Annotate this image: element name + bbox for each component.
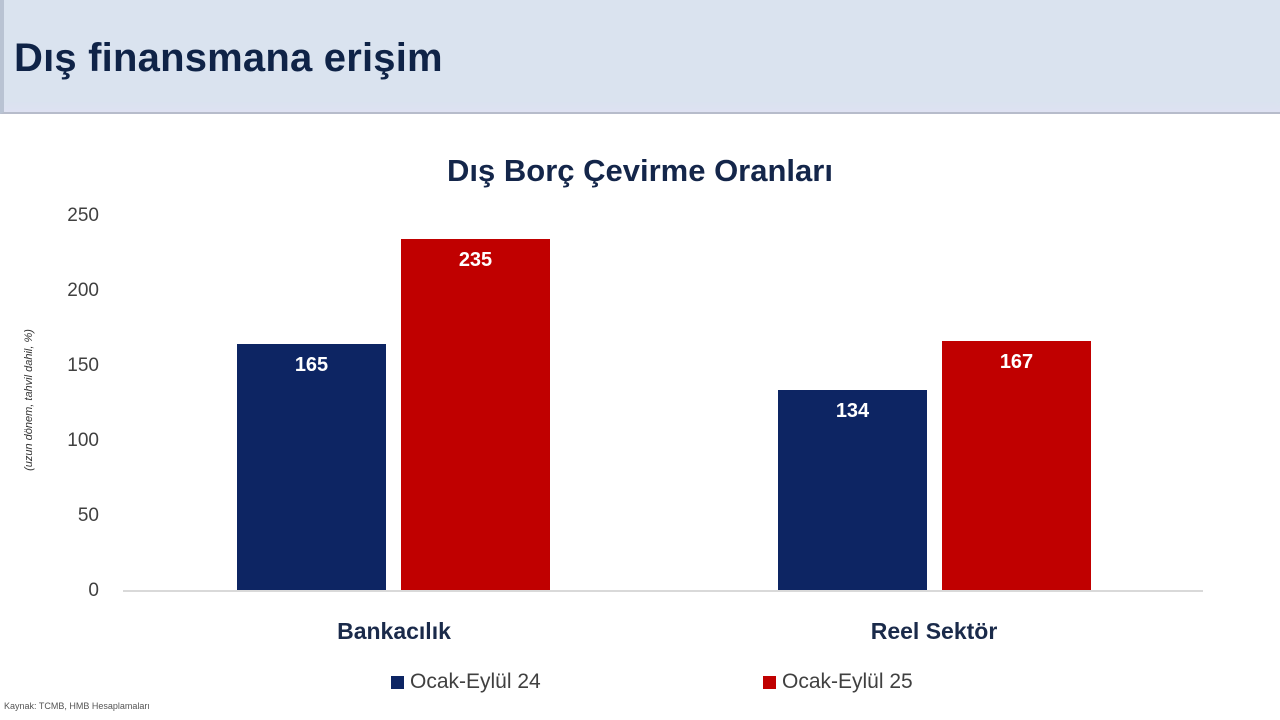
- slide-title: Dış finansmana erişim: [14, 36, 443, 80]
- x-axis-baseline: [123, 590, 1203, 592]
- y-tick-label: 50: [77, 505, 99, 526]
- bar-ocak-eylul-24-bankacilik: 165: [237, 343, 386, 591]
- legend-swatch-icon: [391, 675, 404, 689]
- source-footnote: Kaynak: TCMB, HMB Hesaplamaları: [4, 701, 150, 711]
- legend-item-ocak-eylul-25: Ocak-Eylül 25: [763, 670, 913, 694]
- bar-ocak-eylul-24-reel-sektor: 134: [778, 390, 927, 591]
- y-tick-label: 150: [67, 355, 99, 376]
- legend-label: Ocak-Eylül 25: [782, 670, 913, 693]
- chart-title: Dış Borç Çevirme Oranları: [447, 153, 833, 188]
- header-band: Dış finansmana erişim: [0, 0, 1280, 114]
- legend-swatch-icon: [763, 675, 776, 689]
- bar-ocak-eylul-25-bankacilik: 235: [401, 238, 550, 591]
- legend-label: Ocak-Eylül 24: [410, 670, 541, 693]
- bar-value-label: 165: [294, 353, 329, 376]
- bar-value-label: 167: [999, 350, 1034, 373]
- y-axis-label: (uzun dönem, tahvil dahil, %): [23, 329, 35, 471]
- bar-value-label: 134: [835, 400, 870, 422]
- legend-item-ocak-eylul-24: Ocak-Eylül 24: [391, 670, 541, 694]
- y-tick-label: 100: [67, 430, 99, 451]
- category-label-bankacilik: Bankacılık: [337, 618, 451, 644]
- bar-value-label: 235: [458, 248, 493, 271]
- y-tick-label: 250: [67, 205, 99, 226]
- y-tick-label: 200: [67, 280, 99, 301]
- bar-ocak-eylul-25-reel-sektor: 167: [942, 340, 1091, 591]
- y-tick-label: 0: [88, 580, 99, 601]
- category-label-reel-sektor: Reel Sektör: [870, 618, 998, 644]
